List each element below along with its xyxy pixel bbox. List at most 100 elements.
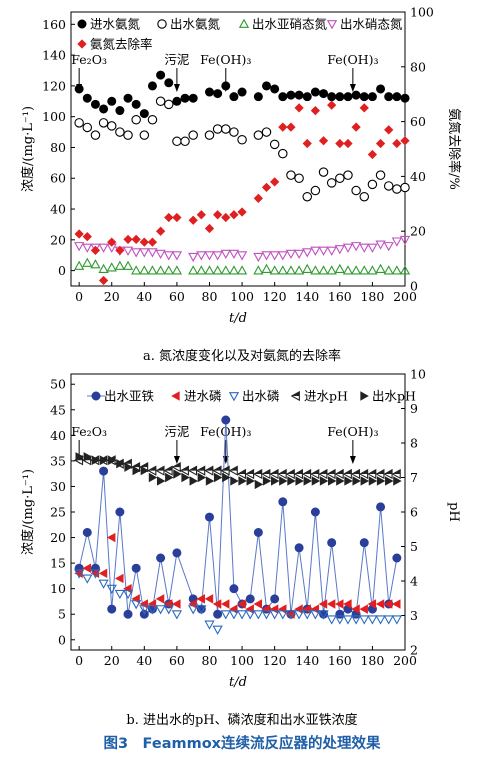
chart-b: 0 20 40 60 80 100 120 140 160 180 2000510152025303… [20,367,461,691]
data-point [334,615,345,625]
data-point [383,181,394,191]
data-point [204,512,214,522]
data-point [204,130,215,140]
y2-tick-label: 9 [410,401,418,416]
point-shape-fill [335,469,344,475]
data-point [310,507,320,517]
point-shape-fill [327,469,336,475]
data-point [261,263,272,273]
data-point [204,251,215,261]
data-point [155,594,165,604]
point-shape-fill [278,469,287,475]
data-point [204,87,214,97]
x-tick-label: 160 [328,653,352,668]
data-point [139,265,150,275]
data-point [270,476,280,486]
data-point [359,103,369,113]
data-point [253,193,263,203]
data-point [196,210,206,220]
data-point [114,260,126,270]
data-point [90,259,101,269]
point-shape-fill [123,459,132,464]
data-point [262,476,272,486]
data-point [147,237,158,247]
data-point [293,249,305,260]
data-point [82,243,93,253]
data-point [238,476,247,486]
data-point [302,92,312,102]
point-shape-fill [360,469,368,475]
x-tick-label: 140 [295,653,319,668]
data-point [351,122,361,132]
y2-tick-label: 8 [410,436,418,451]
data-point [375,263,386,273]
data-point [164,99,174,110]
data-point [383,615,394,625]
data-point [294,103,304,113]
data-point [74,84,84,94]
y-tick-label: 120 [42,78,66,93]
data-point [139,605,150,615]
data-point [74,118,84,128]
legend-label: 出水硝态氮 [340,17,403,32]
point-shape-fill [254,469,262,475]
point-shape-fill [384,469,393,475]
data-point [212,251,223,261]
data-point [74,229,84,239]
data-point [367,92,377,102]
point-shape-fill [262,469,270,475]
data-point [302,263,313,273]
data-point [75,452,84,462]
data-point [359,604,368,614]
data-point [115,573,124,584]
data-point [302,248,313,258]
data-point [82,122,93,133]
data-point [352,476,361,486]
data-point [221,212,231,223]
legend-label: 进水氨氮 [90,17,141,32]
data-point [181,472,190,483]
point-shape-fill [140,462,148,468]
data-point [400,182,410,193]
point-shape-fill [376,469,384,475]
data-point [334,263,345,273]
data-point [172,96,182,106]
data-point [172,599,181,609]
data-point [98,243,109,253]
data-point [91,455,101,465]
data-point [294,543,304,553]
x-tick-label: 160 [328,289,352,304]
legend-label: 出水亚铁 [104,389,155,404]
data-point [359,92,369,102]
data-point [229,584,239,594]
y-axis-label: 浓度/(mg·L⁻¹) [20,469,36,555]
point-shape-fill [311,469,319,475]
data-point [277,251,288,261]
legend-label: 出水亚硝态氮 [252,17,328,32]
data-point [163,251,174,261]
data-point [310,87,320,97]
x-tick-label: 140 [295,289,319,304]
x-tick-label: 60 [169,653,185,668]
data-point [196,594,206,604]
data-point [343,170,353,180]
point-shape-fill [368,469,376,475]
data-point [310,610,321,620]
data-point [171,610,183,620]
data-point [123,130,133,140]
y2-tick-label: 40 [410,169,426,184]
data-point [99,455,109,465]
legend-marker [360,391,369,401]
data-point [367,149,378,160]
data-point [269,610,280,620]
data-point [229,92,239,102]
point-shape-fill [205,466,213,471]
point-shape-fill [351,469,360,475]
data-point [342,265,354,275]
data-point [156,553,166,563]
data-point [253,92,263,102]
data-point [392,138,402,149]
data-point [220,610,231,620]
data-point [391,265,402,275]
